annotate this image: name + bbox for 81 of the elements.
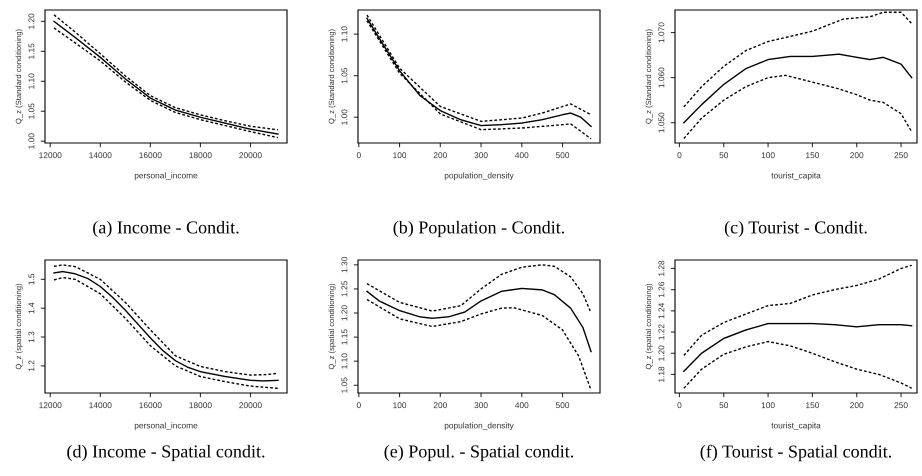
y-tick-label: 1.4: [28, 302, 34, 314]
x-tick-label: 0: [356, 402, 361, 408]
line-series: [683, 340, 912, 389]
x-tick-label: 250: [894, 152, 908, 158]
x-tick-label: 0: [677, 152, 682, 158]
x-tick-label: 50: [719, 402, 728, 408]
y-tick-label: 1.20: [28, 14, 34, 29]
x-tick-label: 200: [850, 402, 864, 408]
y-tick-label: 1.30: [341, 257, 348, 272]
x-axis-title: population_density: [444, 172, 514, 180]
text: (e) Popul. - Spatial condit.: [384, 444, 574, 462]
x-tick-label: 100: [762, 152, 775, 158]
x-tick-label: 400: [515, 152, 528, 158]
x-tick-label: 14000: [89, 402, 112, 408]
x-tick-label: 12000: [39, 402, 62, 408]
y-tick-label: 1.00: [28, 133, 34, 149]
x-tick-label: 14000: [89, 152, 112, 158]
x-tick-label: 100: [393, 402, 406, 408]
x-tick-label: 100: [393, 152, 406, 158]
y-tick-label: 1.070: [658, 22, 664, 42]
text: (f) Tourist - Spatial condit.: [700, 444, 892, 462]
x-tick-label: 0: [677, 402, 682, 408]
x-tick-label: 18000: [189, 152, 212, 158]
x-tick-label: 16000: [139, 152, 162, 158]
y-tick-label: 1.25: [341, 281, 348, 296]
x-tick-label: 50: [719, 152, 728, 158]
y-tick-label: 1.24: [658, 303, 664, 318]
x-tick-label: 20000: [239, 402, 262, 408]
x-axis-title: personal_income: [134, 422, 198, 430]
x-axis-title: tourist_capita: [771, 172, 821, 180]
line-series: [683, 53, 912, 124]
y-tick-label: 1.15: [28, 44, 34, 59]
y-tick-label: 1.5: [28, 274, 34, 284]
y-tick-label: 1.10: [28, 74, 34, 89]
x-tick-label: 400: [515, 402, 528, 408]
text: (c) Tourist - Condit.: [724, 220, 867, 238]
y-tick-label: 1.20: [658, 345, 664, 361]
line-series: [366, 288, 592, 352]
x-axis-title: personal_income: [134, 172, 198, 180]
y-tick-label: 1.26: [658, 282, 664, 298]
line-series: [683, 74, 912, 140]
line-series: [683, 264, 912, 356]
y-tick-label: 1.18: [658, 366, 664, 382]
line-series: [366, 298, 592, 391]
line-series: [683, 322, 912, 372]
x-tick-label: 20000: [239, 152, 262, 158]
y-tick-label: 1.060: [658, 68, 664, 88]
x-tick-label: 500: [556, 152, 570, 158]
y-tick-label: 1.05: [341, 378, 348, 393]
y-tick-label: 1.2: [28, 360, 34, 372]
x-tick-label: 150: [806, 152, 820, 158]
x-axis-title: tourist_capita: [771, 422, 821, 430]
x-tick-label: 150: [806, 402, 820, 408]
x-tick-label: 12000: [39, 152, 62, 158]
y-tick-label: 1.28: [658, 260, 664, 276]
y-tick-label: 1.10: [341, 26, 348, 42]
x-tick-label: 200: [850, 152, 864, 158]
x-tick-label: 300: [474, 152, 488, 158]
y-tick-label: 1.05: [341, 68, 348, 84]
x-tick-label: 0: [356, 152, 361, 158]
x-tick-label: 18000: [189, 402, 212, 408]
x-tick-label: 100: [762, 402, 775, 408]
x-tick-label: 300: [474, 402, 488, 408]
x-tick-label: 200: [434, 402, 447, 408]
x-tick-label: 200: [434, 152, 447, 158]
line-series: [366, 264, 592, 314]
x-tick-label: 16000: [139, 402, 162, 408]
y-tick-label: 1.20: [341, 305, 348, 320]
y-tick-label: 1.050: [658, 112, 664, 132]
text: (b) Population - Condit.: [394, 220, 564, 238]
y-tick-label: 1.3: [28, 332, 34, 342]
x-tick-label: 500: [556, 402, 570, 408]
y-tick-label: 1.05: [28, 103, 34, 119]
y-tick-label: 1.15: [342, 329, 348, 345]
text: (d) Income - Spatial condit.: [67, 444, 264, 462]
y-tick-label: 1.00: [341, 109, 348, 125]
x-tick-label: 250: [894, 402, 908, 408]
x-axis-title: population_density: [444, 422, 514, 430]
y-tick-label: 1.10: [341, 353, 348, 369]
text: (a) Income - Condit.: [93, 220, 239, 238]
y-tick-label: 1.22: [658, 324, 664, 340]
